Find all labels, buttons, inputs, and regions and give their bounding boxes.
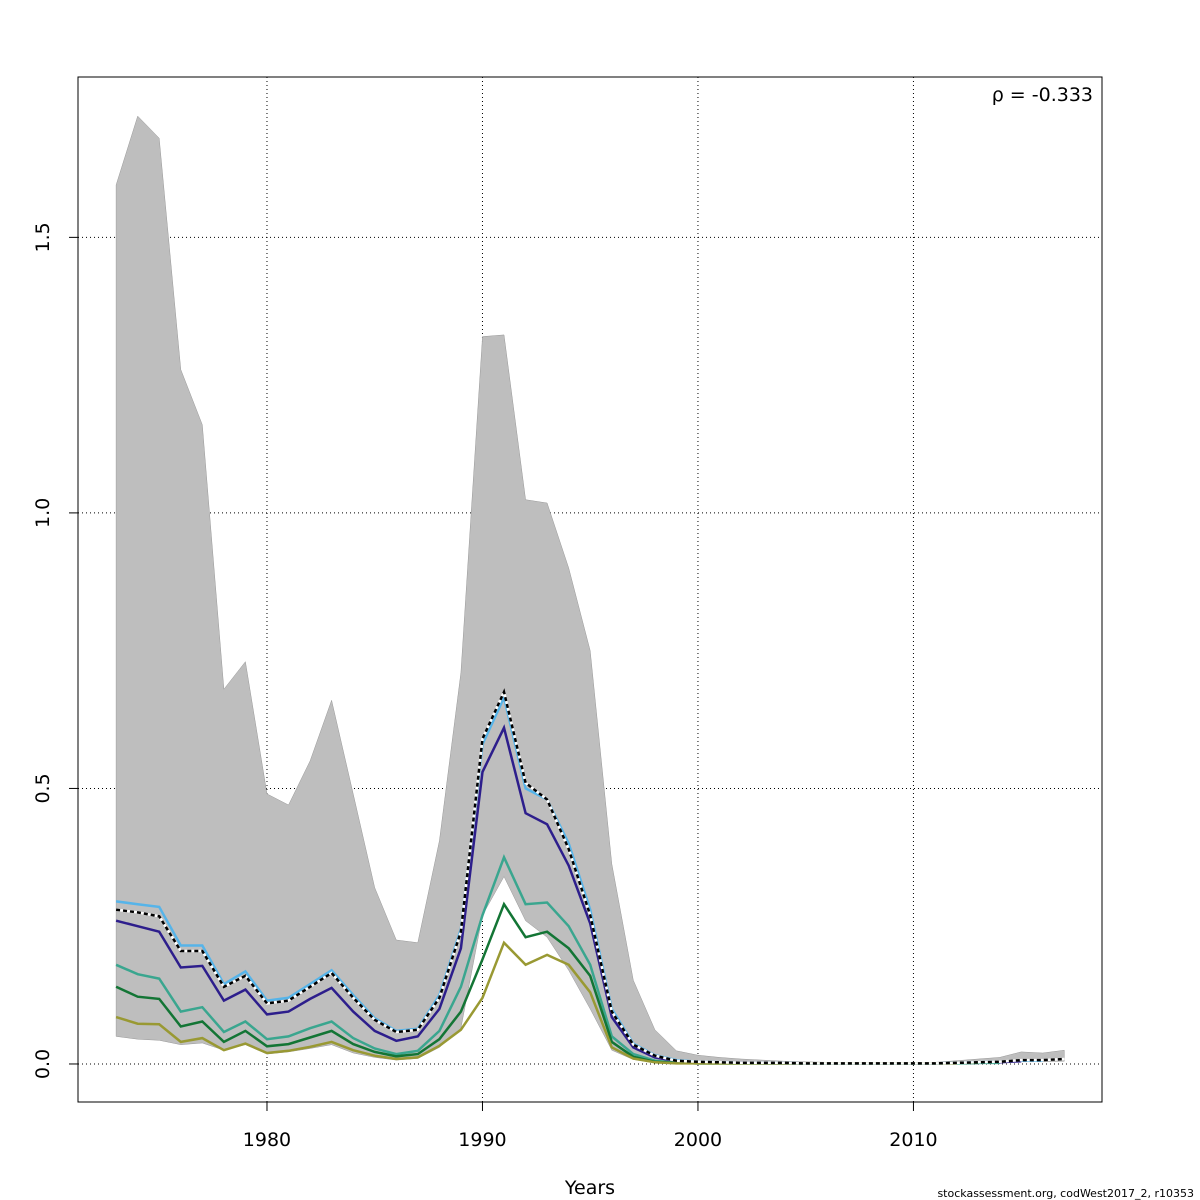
x-tick-label: 1980 bbox=[243, 1129, 291, 1151]
y-tick-label: 0.5 bbox=[32, 773, 54, 803]
series-line bbox=[115, 688, 1065, 1065]
x-axis-label: Years bbox=[564, 1177, 615, 1199]
x-tick-label: 1990 bbox=[458, 1129, 506, 1151]
x-tick-label: 2010 bbox=[889, 1129, 937, 1151]
y-tick-label: 0.0 bbox=[32, 1049, 54, 1079]
x-tick-label: 2000 bbox=[674, 1129, 722, 1151]
y-tick-label: 1.0 bbox=[32, 498, 54, 528]
annotation: ρ = -0.333 bbox=[992, 84, 1093, 106]
footer: stockassessment.org, codWest2017_2, r103… bbox=[937, 1187, 1194, 1200]
y-tick-label: 1.5 bbox=[32, 222, 54, 252]
plot-frame bbox=[77, 76, 1103, 1103]
